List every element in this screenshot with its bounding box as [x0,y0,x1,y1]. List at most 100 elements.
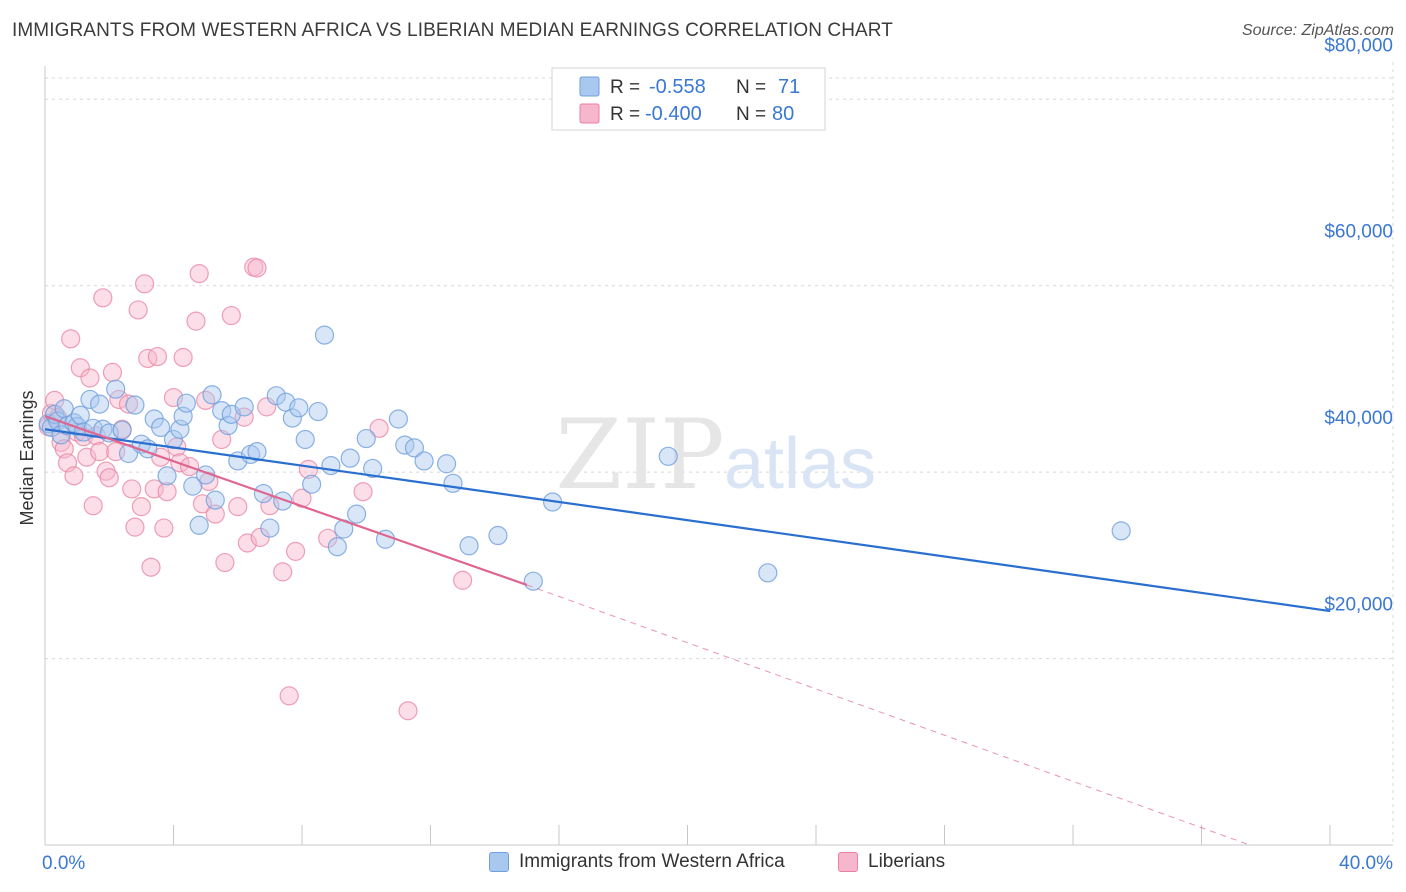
point-liberians [90,442,110,462]
point-liberians [189,263,209,284]
point-liberians [134,274,155,294]
watermark: ZIP atlas [555,399,876,511]
point-liberians [125,517,145,537]
legend-r-value-blue: -0.558 [649,76,706,98]
legend-n-label-blue: N = [736,77,766,98]
x-tick-label-max: 40.0% [1339,853,1393,874]
legend-top: R = -0.558 N = 71 R = -0.400 N = 80 [551,67,826,131]
point-liberians [83,496,103,516]
point-liberians [221,305,241,326]
point-immigrants [273,491,293,511]
y-axis-label: Median Earnings [17,390,37,525]
point-immigrants [218,415,238,436]
legend-swatch-blue [579,76,600,97]
legend-swatch-immigrants [489,852,509,872]
legend-bottom: Immigrants from Western Africa Liberians [0,851,1406,879]
point-immigrants [308,401,328,422]
point-liberians [61,329,81,349]
point-immigrants [202,385,222,405]
point-liberians [285,541,306,561]
point-liberians [186,311,206,331]
point-immigrants [758,563,778,583]
series-liberians [38,257,473,721]
point-immigrants [205,490,225,510]
y-tick-label: $60,000 [1324,222,1393,243]
point-immigrants [347,504,367,524]
point-liberians [453,570,473,590]
legend-item-immigrants: Immigrants from Western Africa [489,851,785,873]
point-immigrants [404,438,425,458]
point-immigrants [70,405,90,425]
point-immigrants [176,393,196,413]
point-immigrants [260,518,280,538]
point-immigrants [363,458,383,479]
x-tick-label-min: 0.0% [42,853,85,874]
point-immigrants [112,420,132,440]
point-immigrants [388,409,408,429]
y-tick-label: $40,000 [1324,408,1393,429]
point-liberians [80,368,100,388]
legend-label-liberians: Liberians [868,851,946,872]
point-liberians [215,552,235,573]
point-immigrants [266,386,286,406]
point-liberians [70,358,90,378]
point-immigrants [289,398,309,418]
point-liberians [102,362,123,383]
point-immigrants [321,456,341,476]
chart-title: IMMIGRANTS FROM WESTERN AFRICA VS LIBERI… [12,20,893,41]
point-liberians [131,497,151,517]
point-immigrants [234,397,254,417]
point-immigrants [436,454,457,474]
point-immigrants [459,536,479,556]
point-liberians [228,497,248,517]
trend-line-immigrants [44,428,1331,613]
axes [44,66,1393,846]
point-immigrants [1111,521,1131,541]
legend-swatch-pink [579,103,600,124]
point-immigrants [658,446,678,466]
point-immigrants [282,408,302,428]
point-immigrants [106,379,126,399]
trend-lines [44,415,1331,846]
legend-n-label-pink: N = [736,104,766,125]
point-immigrants [183,476,203,496]
point-liberians [273,562,293,582]
point-liberians [93,288,113,308]
point-liberians [157,482,177,502]
legend-r-label-pink: R = [610,104,640,125]
legend-n-value-blue: 71 [778,76,800,98]
trend-line-liberians [44,415,528,586]
point-immigrants [157,466,177,486]
point-liberians [205,504,225,524]
point-liberians [353,482,373,502]
point-liberians [99,468,119,488]
point-immigrants [54,399,74,419]
point-immigrants [327,537,347,557]
point-immigrants [314,325,335,345]
point-immigrants [151,417,171,437]
point-immigrants [356,428,376,449]
point-immigrants [443,473,463,493]
point-immigrants [125,395,145,415]
watermark-zip: ZIP [555,399,724,511]
point-immigrants [523,571,543,591]
tick-labels: $20,000 $40,000 $60,000 $80,000 0.0% 40.0% [42,35,1393,874]
point-liberians [279,686,299,706]
point-immigrants [340,448,360,468]
legend-n-value-pink: 80 [772,103,794,125]
point-immigrants [295,429,315,450]
point-liberians [192,494,213,514]
chart-source: Source: ZipAtlas.com [1241,22,1394,39]
point-liberians [369,418,389,438]
y-tick-label: $20,000 [1324,595,1393,616]
point-liberians [122,479,142,499]
point-immigrants [302,474,322,494]
trend-line-liberians-extrapolated [526,584,1250,846]
point-immigrants [247,442,267,462]
legend-swatch-liberians [838,852,858,872]
point-immigrants [488,525,508,546]
legend-r-label-blue: R = [610,77,640,98]
point-liberians [154,518,174,538]
point-liberians [118,394,139,414]
